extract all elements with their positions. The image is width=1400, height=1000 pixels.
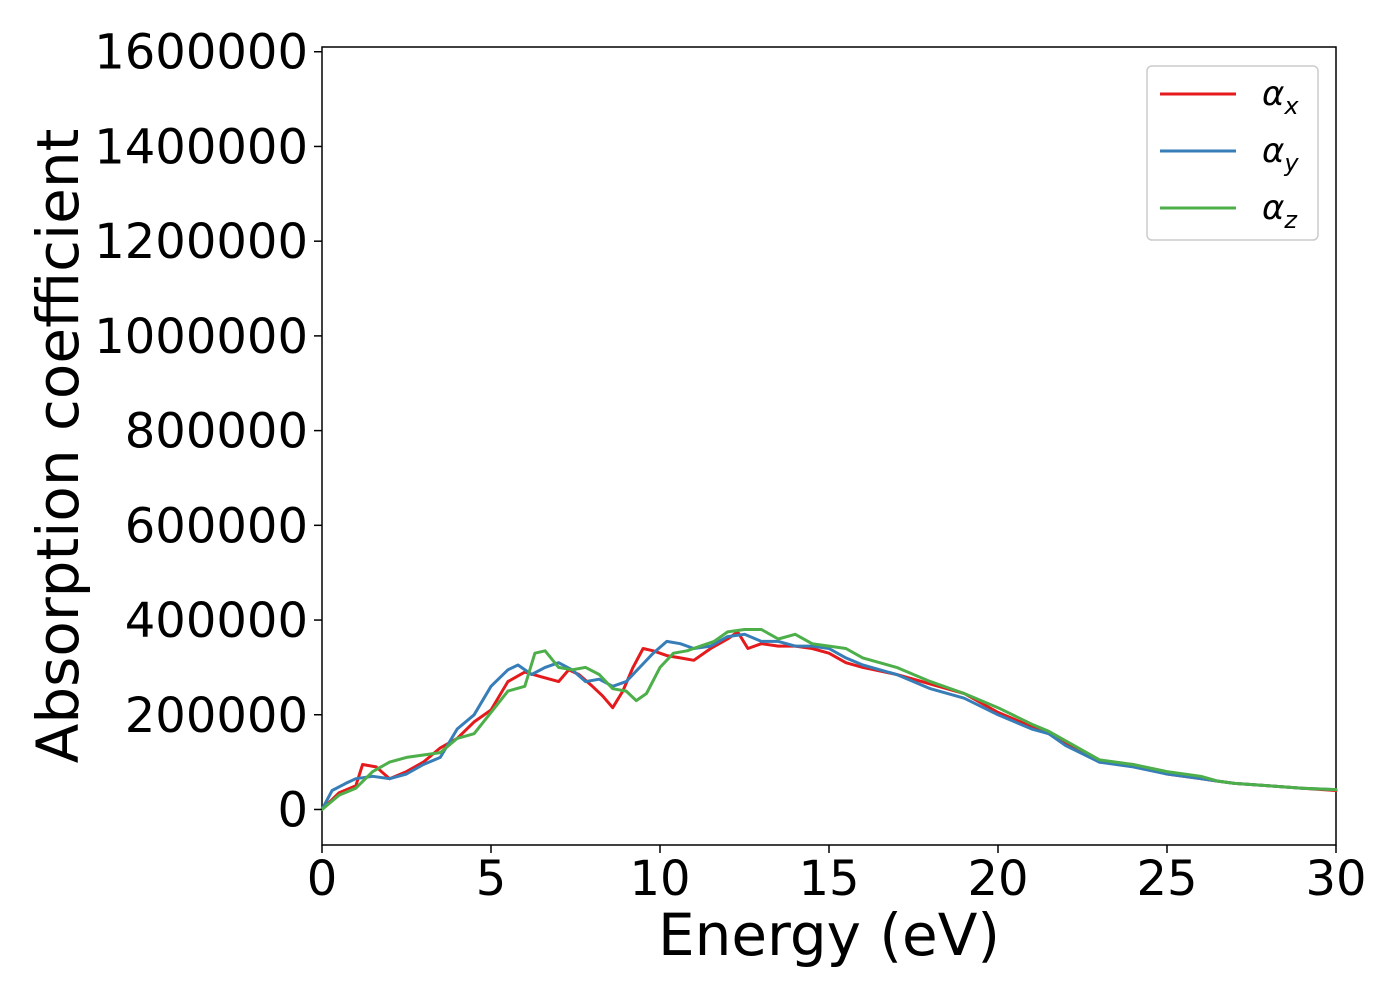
y-tick-label: 1200000 [94, 214, 308, 270]
x-tick-label: 30 [1305, 851, 1366, 907]
x-tick-label: 25 [1136, 851, 1197, 907]
legend-subscript: y [1283, 149, 1299, 177]
x-axis-ticks: 0 5 10 15 20 25 30 [307, 845, 1367, 907]
legend-symbol: α [1262, 74, 1284, 114]
legend-label-z: αz [1262, 188, 1298, 234]
legend-label-y: αy [1262, 131, 1299, 177]
x-tick-label: 15 [798, 851, 859, 907]
series-lines [320, 628, 1338, 811]
x-tick-label: 20 [967, 851, 1028, 907]
y-axis-ticks: 0 200000 400000 600000 800000 1000000 1200000 1… [94, 25, 322, 838]
y-tick-label: 1400000 [94, 119, 308, 175]
y-axis-label: Absorption coefficient [24, 129, 92, 764]
y-tick-label: 0 [277, 782, 308, 838]
legend-label-x: αx [1262, 74, 1299, 120]
legend-subscript: x [1283, 92, 1299, 120]
x-tick-label: 5 [476, 851, 507, 907]
y-tick-label: 200000 [125, 688, 308, 744]
y-tick-label: 1600000 [94, 25, 308, 81]
x-tick-label: 10 [629, 851, 690, 907]
y-tick-label: 1000000 [94, 309, 308, 365]
legend-symbol: α [1262, 188, 1284, 228]
y-tick-label: 800000 [125, 404, 308, 460]
series-line-alpha-z [320, 628, 1338, 811]
legend-subscript: z [1283, 206, 1298, 234]
legend-symbol: α [1262, 131, 1284, 171]
legend-box [1146, 65, 1319, 241]
y-tick-label: 400000 [125, 593, 308, 649]
x-axis-label: Energy (eV) [658, 901, 1000, 969]
y-tick-label: 600000 [125, 498, 308, 554]
x-tick-label: 0 [307, 851, 338, 907]
series-line-alpha-y [320, 632, 1338, 811]
series-line-alpha-x [320, 630, 1338, 811]
